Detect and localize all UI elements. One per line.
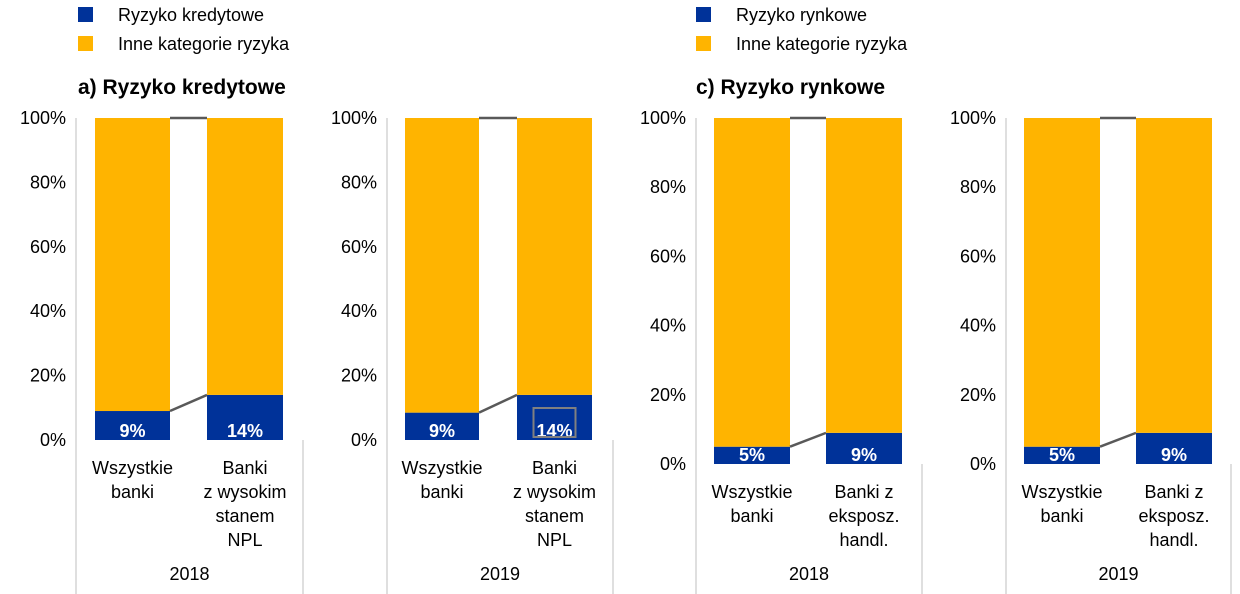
- category-label: Wszystkie: [1022, 482, 1103, 502]
- category-label: Banki: [222, 458, 267, 478]
- category-label: Banki z: [834, 482, 893, 502]
- group-label: 2018: [789, 564, 829, 584]
- y-tick-label: 20%: [650, 385, 686, 405]
- y-tick-label: 100%: [331, 108, 377, 128]
- bar-segment-primary: [207, 394, 283, 440]
- y-tick-label: 60%: [650, 246, 686, 266]
- panel-title-credit: a) Ryzyko kredytowe: [78, 76, 286, 99]
- category-label: Banki z: [1144, 482, 1203, 502]
- bar-segment-other: [826, 118, 902, 433]
- y-tick-label: 0%: [40, 430, 66, 450]
- legend-swatch-other: [78, 36, 93, 51]
- group-label: 2018: [169, 564, 209, 584]
- category-label: stanem: [215, 506, 274, 526]
- connector-line: [169, 393, 208, 413]
- legend-label: Ryzyko rynkowe: [736, 5, 868, 25]
- group-label: 2019: [1098, 564, 1138, 584]
- category-label: Banki: [532, 458, 577, 478]
- bar-segment-other: [714, 118, 790, 447]
- y-tick-label: 40%: [650, 316, 686, 336]
- y-tick-label: 80%: [650, 177, 686, 197]
- legend-swatch-primary: [696, 7, 711, 22]
- bar-segment-other: [207, 118, 283, 395]
- category-label: stanem: [525, 506, 584, 526]
- bar-segment-primary: [517, 394, 592, 440]
- y-tick-label: 60%: [30, 237, 66, 257]
- y-tick-label: 80%: [960, 177, 996, 197]
- y-tick-label: 100%: [950, 108, 996, 128]
- y-tick-label: 40%: [341, 301, 377, 321]
- category-label: banki: [420, 482, 463, 502]
- category-label: Wszystkie: [402, 458, 483, 478]
- legend-label: Ryzyko kredytowe: [118, 5, 265, 25]
- category-label: banki: [111, 482, 154, 502]
- y-tick-label: 20%: [30, 366, 66, 386]
- bar-segment-primary: [1024, 446, 1100, 464]
- y-tick-label: 0%: [351, 430, 377, 450]
- data-label: 9%: [1161, 445, 1187, 465]
- legend-swatch-primary: [78, 7, 93, 22]
- bar-segment-other: [1024, 118, 1100, 447]
- category-label: eksposz.: [828, 506, 899, 526]
- y-tick-label: 60%: [341, 237, 377, 257]
- bar-segment-other: [1136, 118, 1212, 433]
- bar-segment-other: [405, 118, 479, 413]
- y-tick-label: 100%: [20, 108, 66, 128]
- data-label-highlight-box: [532, 407, 577, 438]
- bar-segment-primary: [95, 411, 170, 440]
- connector-line: [1099, 431, 1137, 448]
- data-label: 9%: [119, 421, 145, 441]
- legend-label: Inne kategorie ryzyka: [736, 34, 908, 54]
- y-tick-label: 0%: [970, 454, 996, 474]
- bar-segment-primary: [714, 446, 790, 464]
- bar-segment-other: [95, 118, 170, 412]
- category-label: handl.: [1149, 530, 1198, 550]
- legend-label: Inne kategorie ryzyka: [118, 34, 290, 54]
- y-tick-label: 80%: [341, 172, 377, 192]
- category-label: banki: [1040, 506, 1083, 526]
- group-label: 2019: [480, 564, 520, 584]
- bar-segment-primary: [826, 432, 902, 464]
- data-label: 9%: [429, 421, 455, 441]
- connector-line: [478, 393, 518, 414]
- y-tick-label: 100%: [640, 108, 686, 128]
- data-label: 9%: [851, 445, 877, 465]
- y-tick-label: 40%: [30, 301, 66, 321]
- data-label: 14%: [227, 421, 263, 441]
- y-tick-label: 20%: [341, 366, 377, 386]
- category-label: eksposz.: [1138, 506, 1209, 526]
- y-tick-label: 0%: [660, 454, 686, 474]
- bar-segment-primary: [405, 412, 479, 440]
- panel-title-market: c) Ryzyko rynkowe: [696, 76, 886, 99]
- data-label: 5%: [739, 445, 765, 465]
- category-label: z wysokim: [203, 482, 286, 502]
- connector-line: [789, 431, 827, 448]
- category-label: NPL: [227, 530, 262, 550]
- y-tick-label: 40%: [960, 316, 996, 336]
- category-label: NPL: [537, 530, 572, 550]
- bar-segment-other: [517, 118, 592, 395]
- y-tick-label: 20%: [960, 385, 996, 405]
- category-label: z wysokim: [513, 482, 596, 502]
- data-label: 5%: [1049, 445, 1075, 465]
- legend-swatch-other: [696, 36, 711, 51]
- y-tick-label: 60%: [960, 246, 996, 266]
- bar-segment-primary: [1136, 432, 1212, 464]
- y-tick-label: 80%: [30, 172, 66, 192]
- category-label: handl.: [839, 530, 888, 550]
- category-label: Wszystkie: [92, 458, 173, 478]
- category-label: banki: [730, 506, 773, 526]
- category-label: Wszystkie: [712, 482, 793, 502]
